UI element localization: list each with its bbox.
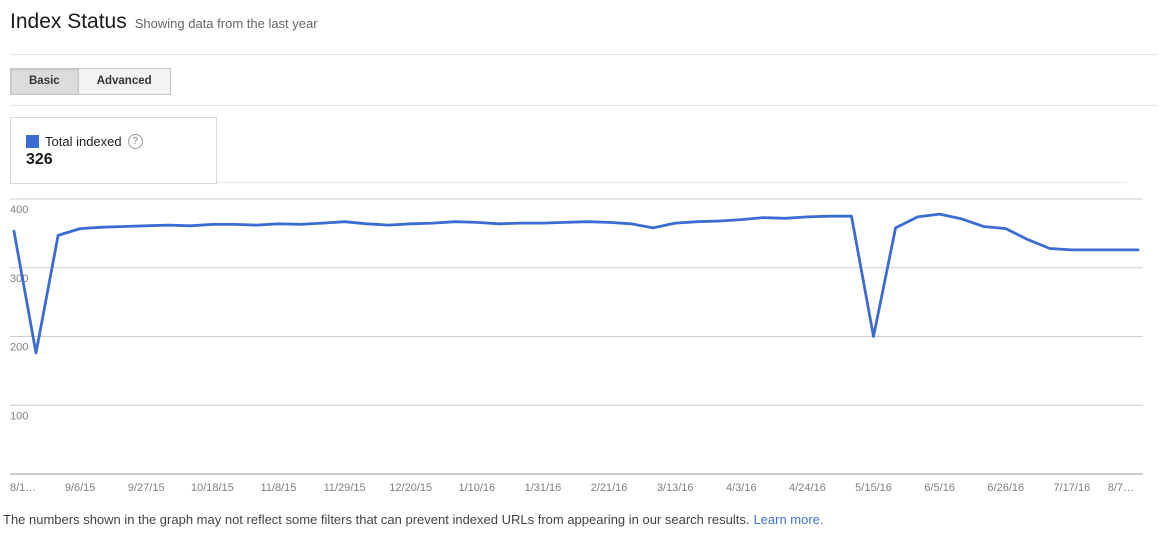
view-tabs: Basic Advanced xyxy=(10,68,171,95)
y-tick-label: 400 xyxy=(10,204,28,216)
y-tick-label: 300 xyxy=(10,273,28,285)
total-indexed-box: Total indexed ? 326 xyxy=(10,117,217,184)
x-tick-label: 1/10/16 xyxy=(458,482,495,494)
x-tick-label: 9/27/15 xyxy=(128,482,165,494)
legend-label: Total indexed xyxy=(45,134,122,149)
help-icon[interactable]: ? xyxy=(127,134,143,149)
stats-row-divider xyxy=(10,182,1127,183)
footer-text: The numbers shown in the graph may not r… xyxy=(3,512,750,527)
legend-swatch xyxy=(26,135,39,148)
index-status-chart: 100 200 300 400 8/1… 9/6/15 9/27/15 10/18/15 11/… xyxy=(10,198,1143,494)
header-divider xyxy=(10,54,1158,55)
x-tick-label: 8/1… xyxy=(10,482,36,494)
x-tick-label: 5/15/16 xyxy=(855,482,892,494)
x-tick-label: 4/3/16 xyxy=(726,482,757,494)
tabs-divider xyxy=(10,105,1158,106)
x-tick-label: 3/13/16 xyxy=(657,482,694,494)
footer-note: The numbers shown in the graph may not r… xyxy=(3,512,824,527)
tab-advanced[interactable]: Advanced xyxy=(78,68,171,95)
total-indexed-value: 326 xyxy=(26,151,53,168)
x-tick-label: 10/18/15 xyxy=(191,482,234,494)
x-tick-label: 2/21/16 xyxy=(591,482,628,494)
tab-basic[interactable]: Basic xyxy=(10,68,79,95)
page-header: Index Status Showing data from the last … xyxy=(10,10,318,34)
x-tick-label: 12/20/15 xyxy=(389,482,432,494)
x-tick-label: 11/8/15 xyxy=(261,482,297,494)
page-title: Index Status xyxy=(10,10,127,33)
x-tick-label: 9/6/15 xyxy=(65,482,96,494)
x-tick-label: 6/5/16 xyxy=(924,482,955,494)
x-tick-label: 11/29/15 xyxy=(324,482,366,494)
legend-row: Total indexed ? xyxy=(26,134,216,149)
learn-more-link[interactable]: Learn more. xyxy=(753,512,824,527)
x-tick-label: 7/17/16 xyxy=(1054,482,1091,494)
y-tick-label: 200 xyxy=(10,342,28,354)
x-tick-label: 4/24/16 xyxy=(789,482,826,494)
series-line-total-indexed xyxy=(12,212,1140,355)
page-subtitle: Showing data from the last year xyxy=(134,16,318,31)
x-tick-label: 8/7… xyxy=(1108,482,1134,494)
x-tick-label: 1/31/16 xyxy=(525,482,562,494)
x-tick-label: 6/26/16 xyxy=(987,482,1024,494)
y-tick-label: 100 xyxy=(10,410,28,422)
